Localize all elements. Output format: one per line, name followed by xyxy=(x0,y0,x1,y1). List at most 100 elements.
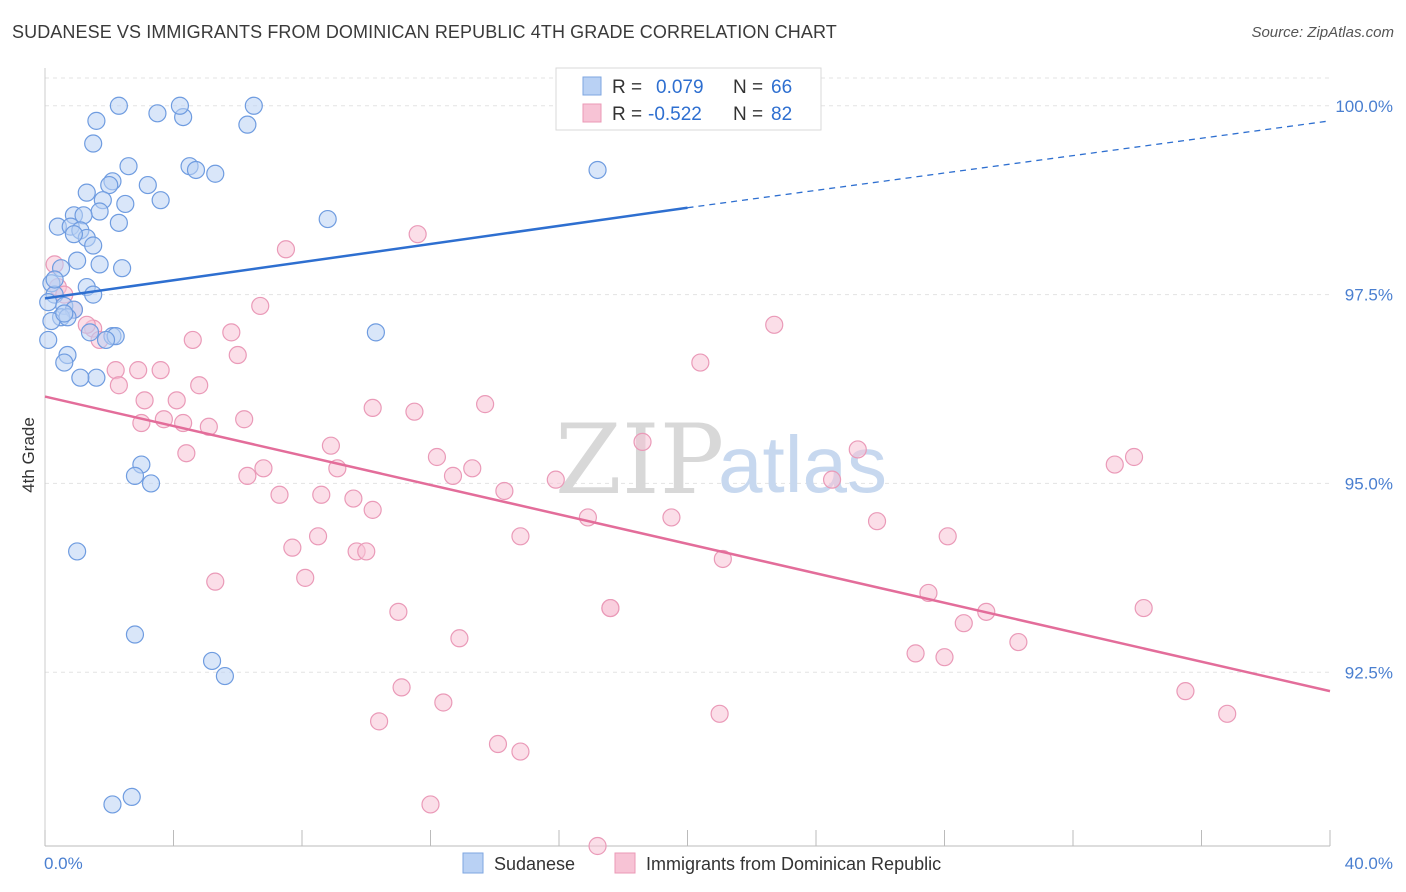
sudanese-point xyxy=(119,157,138,176)
dominican-point xyxy=(488,734,508,754)
sudanese-point xyxy=(244,96,263,115)
dominican-point xyxy=(129,361,148,380)
sudanese-point xyxy=(84,236,103,255)
legend-r-label-1: R = xyxy=(612,77,642,98)
dominican-point xyxy=(935,648,954,667)
legend-n-value-1: 66 xyxy=(771,77,792,98)
legend-swatch-dominican xyxy=(582,103,602,123)
dominican-point xyxy=(495,481,514,501)
dominican-point xyxy=(251,296,270,316)
sudanese-point xyxy=(80,323,100,342)
sudanese-point xyxy=(77,183,96,202)
sudanese-point xyxy=(68,542,87,561)
dominican-point xyxy=(463,459,482,478)
bottom-legend: Sudanese Immigrants from Dominican Repub… xyxy=(462,852,941,874)
sudanese-point xyxy=(138,175,157,195)
chart-title: SUDANESE VS IMMIGRANTS FROM DOMINICAN RE… xyxy=(12,22,837,42)
bottom-legend-label-sudanese: Sudanese xyxy=(494,854,575,874)
sudanese-point xyxy=(55,353,74,372)
x-tick-label-min: 0.0% xyxy=(44,854,83,873)
dominican-point xyxy=(389,602,408,621)
trend-line-sudanese-extension xyxy=(687,120,1331,209)
sudanese-point xyxy=(238,115,257,134)
dominican-point xyxy=(765,315,784,334)
dominican-point xyxy=(427,447,447,467)
dominican-point xyxy=(167,391,186,410)
sudanese-point xyxy=(125,625,145,644)
sudanese-point xyxy=(87,368,106,387)
sudanese-point xyxy=(103,795,122,814)
dominican-point xyxy=(363,500,382,519)
dominican-point xyxy=(822,470,842,489)
y-axis-label: 4th Grade xyxy=(19,417,38,493)
dominican-point xyxy=(450,629,469,648)
dominican-point xyxy=(370,712,389,731)
dominican-point xyxy=(235,410,254,429)
series-dominican-points xyxy=(45,225,1237,856)
legend: R = 0.079 N = 66 R = -0.522 N = 82 xyxy=(555,67,822,131)
sudanese-point xyxy=(90,202,109,221)
sudanese-point xyxy=(116,194,135,214)
dominican-point xyxy=(1124,447,1144,467)
sudanese-point xyxy=(215,666,234,686)
dominican-point xyxy=(308,527,328,546)
dominican-point xyxy=(867,512,887,531)
dominican-point xyxy=(633,432,652,451)
sudanese-point xyxy=(186,160,206,180)
y-tick-label: 97.5% xyxy=(1345,286,1393,305)
axes xyxy=(44,68,1331,847)
series-sudanese-points xyxy=(39,96,607,814)
dominican-point xyxy=(228,345,247,365)
sudanese-point xyxy=(87,111,106,130)
dominican-point xyxy=(443,466,463,485)
dominican-point xyxy=(1105,455,1124,474)
dominican-point xyxy=(954,614,973,633)
sudanese-point xyxy=(84,285,103,304)
sudanese-point xyxy=(141,474,161,493)
dominican-point xyxy=(938,527,957,546)
tick-labels: 92.5% 95.0% 97.5% 100.0% 0.0% 40.0% xyxy=(44,97,1393,873)
dominican-point xyxy=(511,742,530,761)
sudanese-point xyxy=(109,96,128,115)
dominican-point xyxy=(106,361,125,380)
legend-n-label-1: N = xyxy=(733,77,763,98)
sudanese-point xyxy=(588,160,607,180)
dominican-point xyxy=(190,376,209,395)
dominican-point xyxy=(1009,632,1028,652)
sudanese-point xyxy=(45,270,64,289)
dominican-point xyxy=(476,395,495,414)
legend-r-value-1: 0.079 xyxy=(656,77,704,98)
dominican-point xyxy=(710,704,729,723)
grid-lines xyxy=(45,77,1330,673)
y-tick-label: 100.0% xyxy=(1335,97,1393,116)
y-tick-label: 92.5% xyxy=(1345,663,1393,682)
dominican-point xyxy=(713,549,732,569)
trend-line-sudanese xyxy=(44,206,688,300)
dominican-point xyxy=(312,485,331,504)
dominican-point xyxy=(296,568,315,587)
dominican-point xyxy=(276,240,296,259)
sudanese-point xyxy=(84,134,103,153)
dominican-point xyxy=(405,402,424,421)
dominican-point xyxy=(357,542,376,561)
dominican-point xyxy=(109,376,128,395)
sudanese-point xyxy=(170,96,190,115)
dominican-point xyxy=(511,527,530,546)
sudanese-point xyxy=(206,164,225,183)
dominican-point xyxy=(1134,598,1153,618)
sudanese-point xyxy=(112,259,132,278)
dominican-point xyxy=(906,644,925,663)
dominican-point xyxy=(135,391,154,410)
dominican-point xyxy=(601,598,620,618)
dominican-point xyxy=(421,795,440,814)
dominican-point xyxy=(177,444,196,463)
dominican-point xyxy=(691,353,710,372)
legend-swatch-sudanese xyxy=(582,76,602,96)
watermark: ZIP atlas xyxy=(555,404,887,516)
bottom-legend-swatch-dominican xyxy=(614,852,636,874)
legend-n-label-2: N = xyxy=(733,104,763,125)
legend-r-label-2: R = xyxy=(612,104,642,125)
dominican-point xyxy=(363,398,382,418)
watermark-zip: ZIP xyxy=(555,404,724,516)
bottom-legend-label-dominican: Immigrants from Dominican Republic xyxy=(646,854,941,874)
